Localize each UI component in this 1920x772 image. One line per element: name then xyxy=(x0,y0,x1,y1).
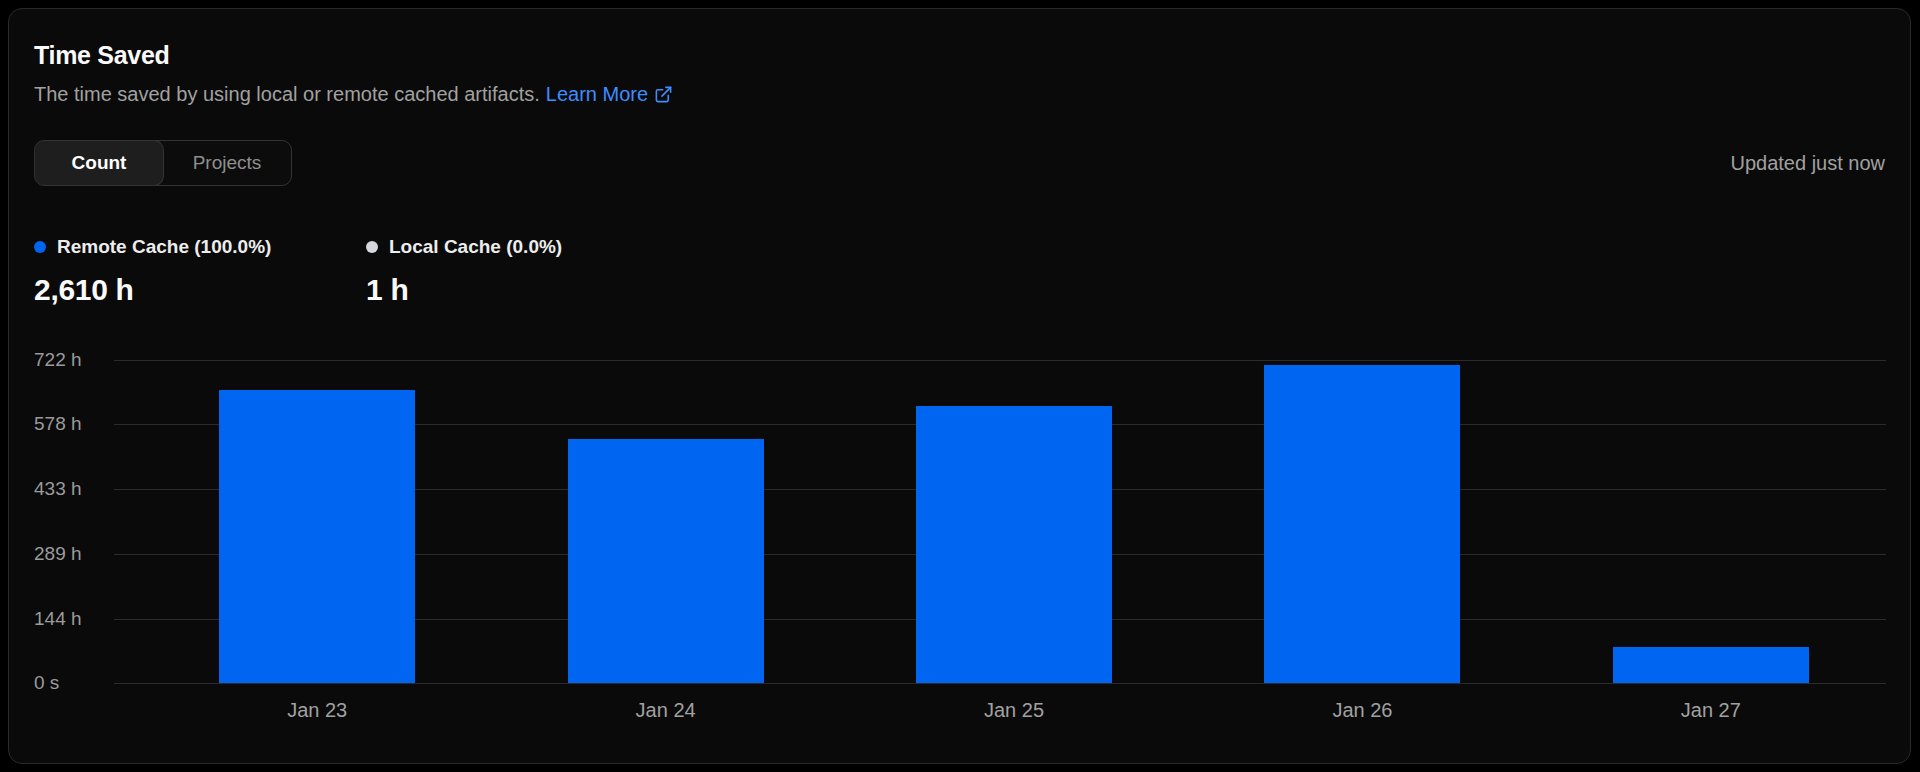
card-description-row: The time saved by using local or remote … xyxy=(34,83,673,106)
card-title: Time Saved xyxy=(34,41,170,70)
bar-band xyxy=(491,360,839,683)
bars-container xyxy=(143,360,1885,683)
y-tick-label: 144 h xyxy=(34,608,108,630)
plot-area: 722 h578 h433 h289 h144 h0 s xyxy=(114,360,1886,683)
x-axis-label: Jan 24 xyxy=(491,699,839,722)
remote-cache-bar[interactable] xyxy=(1264,365,1460,683)
remote-cache-total: 2,610 h xyxy=(34,273,271,307)
local-cache-label: Local Cache (0.0%) xyxy=(389,236,562,258)
time-saved-chart: 722 h578 h433 h289 h144 h0 s Jan 23Jan 2… xyxy=(114,360,1886,722)
updated-status: Updated just now xyxy=(1730,152,1885,175)
y-tick-label: 722 h xyxy=(34,349,108,371)
gridline xyxy=(114,683,1886,684)
x-axis-label: Jan 26 xyxy=(1188,699,1536,722)
remote-cache-bar[interactable] xyxy=(219,390,415,683)
remote-cache-bar[interactable] xyxy=(916,406,1112,683)
remote-cache-bar[interactable] xyxy=(1613,647,1809,683)
remote-cache-dot-icon xyxy=(34,241,46,253)
card-description: The time saved by using local or remote … xyxy=(34,83,540,106)
external-link-icon xyxy=(654,85,673,104)
tab-count[interactable]: Count xyxy=(35,141,163,185)
remote-cache-bar[interactable] xyxy=(568,439,764,683)
x-axis-label: Jan 25 xyxy=(840,699,1188,722)
bar-band xyxy=(1188,360,1536,683)
y-tick-label: 578 h xyxy=(34,413,108,435)
x-axis-label: Jan 23 xyxy=(143,699,491,722)
legend-remote-cache: Remote Cache (100.0%) 2,610 h xyxy=(34,236,271,307)
time-saved-card: Time Saved The time saved by using local… xyxy=(8,8,1911,764)
y-tick-label: 433 h xyxy=(34,478,108,500)
learn-more-label: Learn More xyxy=(546,83,648,106)
bar-band xyxy=(1537,360,1885,683)
remote-cache-label: Remote Cache (100.0%) xyxy=(57,236,271,258)
learn-more-link[interactable]: Learn More xyxy=(546,83,673,106)
tab-projects[interactable]: Projects xyxy=(163,141,291,185)
bar-band xyxy=(143,360,491,683)
legend-local-cache: Local Cache (0.0%) 1 h xyxy=(366,236,562,307)
x-axis-labels: Jan 23Jan 24Jan 25Jan 26Jan 27 xyxy=(143,699,1885,722)
bar-band xyxy=(840,360,1188,683)
local-cache-dot-icon xyxy=(366,241,378,253)
count-projects-toggle: Count Projects xyxy=(34,140,292,186)
local-cache-total: 1 h xyxy=(366,273,562,307)
x-axis-label: Jan 27 xyxy=(1537,699,1885,722)
y-tick-label: 289 h xyxy=(34,543,108,565)
y-tick-label: 0 s xyxy=(34,672,108,694)
